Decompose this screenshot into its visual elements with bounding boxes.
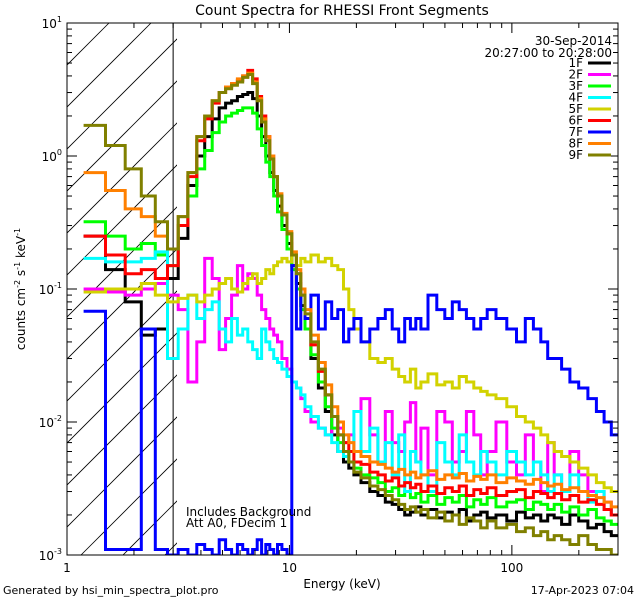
hatch-line	[67, 80, 177, 192]
footer-timestamp: 17-Apr-2023 07:04	[531, 584, 634, 597]
y-axis-label-exp2: -1	[13, 262, 22, 270]
y-axis-label-exp3: -1	[13, 228, 22, 236]
hatch-line	[80, 458, 177, 555]
hatch-line	[67, 416, 177, 528]
x-axis-label: Energy (keV)	[303, 577, 380, 591]
date-label: 30-Sep-2014	[535, 34, 612, 48]
y-tick-label: 10-1	[39, 281, 62, 297]
annotation-attenuator: Att A0, FDecim 1	[186, 516, 287, 530]
legend-label-3F: 3F	[568, 79, 583, 93]
y-tick-label: 100	[42, 148, 62, 164]
chart-title: Count Spectra for RHESSI Front Segments	[195, 3, 489, 19]
series-5F	[83, 253, 618, 493]
series-7F	[83, 264, 618, 555]
x-tick-label: 10	[282, 561, 297, 575]
y-axis-label-exp1: -2	[13, 280, 22, 288]
series-9F	[83, 73, 618, 555]
y-tick-label: 10-3	[39, 547, 62, 563]
y-tick-label: 101	[42, 15, 62, 31]
legend-label-1F: 1F	[568, 56, 583, 70]
hatch-line	[67, 38, 177, 150]
annotation-background: Includes Background	[186, 505, 311, 519]
time-range-label: 20:27:00 to 20:28:00	[485, 46, 612, 60]
legend-label-9F: 9F	[568, 148, 583, 162]
y-axis-label-base: counts cm	[14, 288, 28, 350]
hatch-line	[67, 374, 177, 486]
y-tick-label: 10-2	[39, 414, 62, 430]
legend-label-6F: 6F	[568, 114, 583, 128]
y-axis-label-mid: s	[14, 270, 28, 280]
footer-generated-by: Generated by hsi_min_spectra_plot.pro	[3, 584, 219, 597]
legend-label-8F: 8F	[568, 137, 583, 151]
series-layer	[83, 68, 618, 555]
legend-label-4F: 4F	[568, 91, 583, 105]
legend-label-5F: 5F	[568, 102, 583, 116]
legend-label-2F: 2F	[568, 68, 583, 82]
y-axis-label-end: keV	[14, 235, 28, 262]
y-axis-label: counts cm-2 s-1 keV-1	[13, 228, 28, 350]
x-tick-label: 1	[63, 561, 71, 575]
series-1F	[83, 91, 618, 538]
x-axis: 1 10 100	[63, 23, 619, 575]
y-axis: 101 100 10-1 10-2 10-3	[39, 15, 618, 563]
x-tick-label: 100	[500, 561, 523, 575]
legend-label-7F: 7F	[568, 125, 583, 139]
